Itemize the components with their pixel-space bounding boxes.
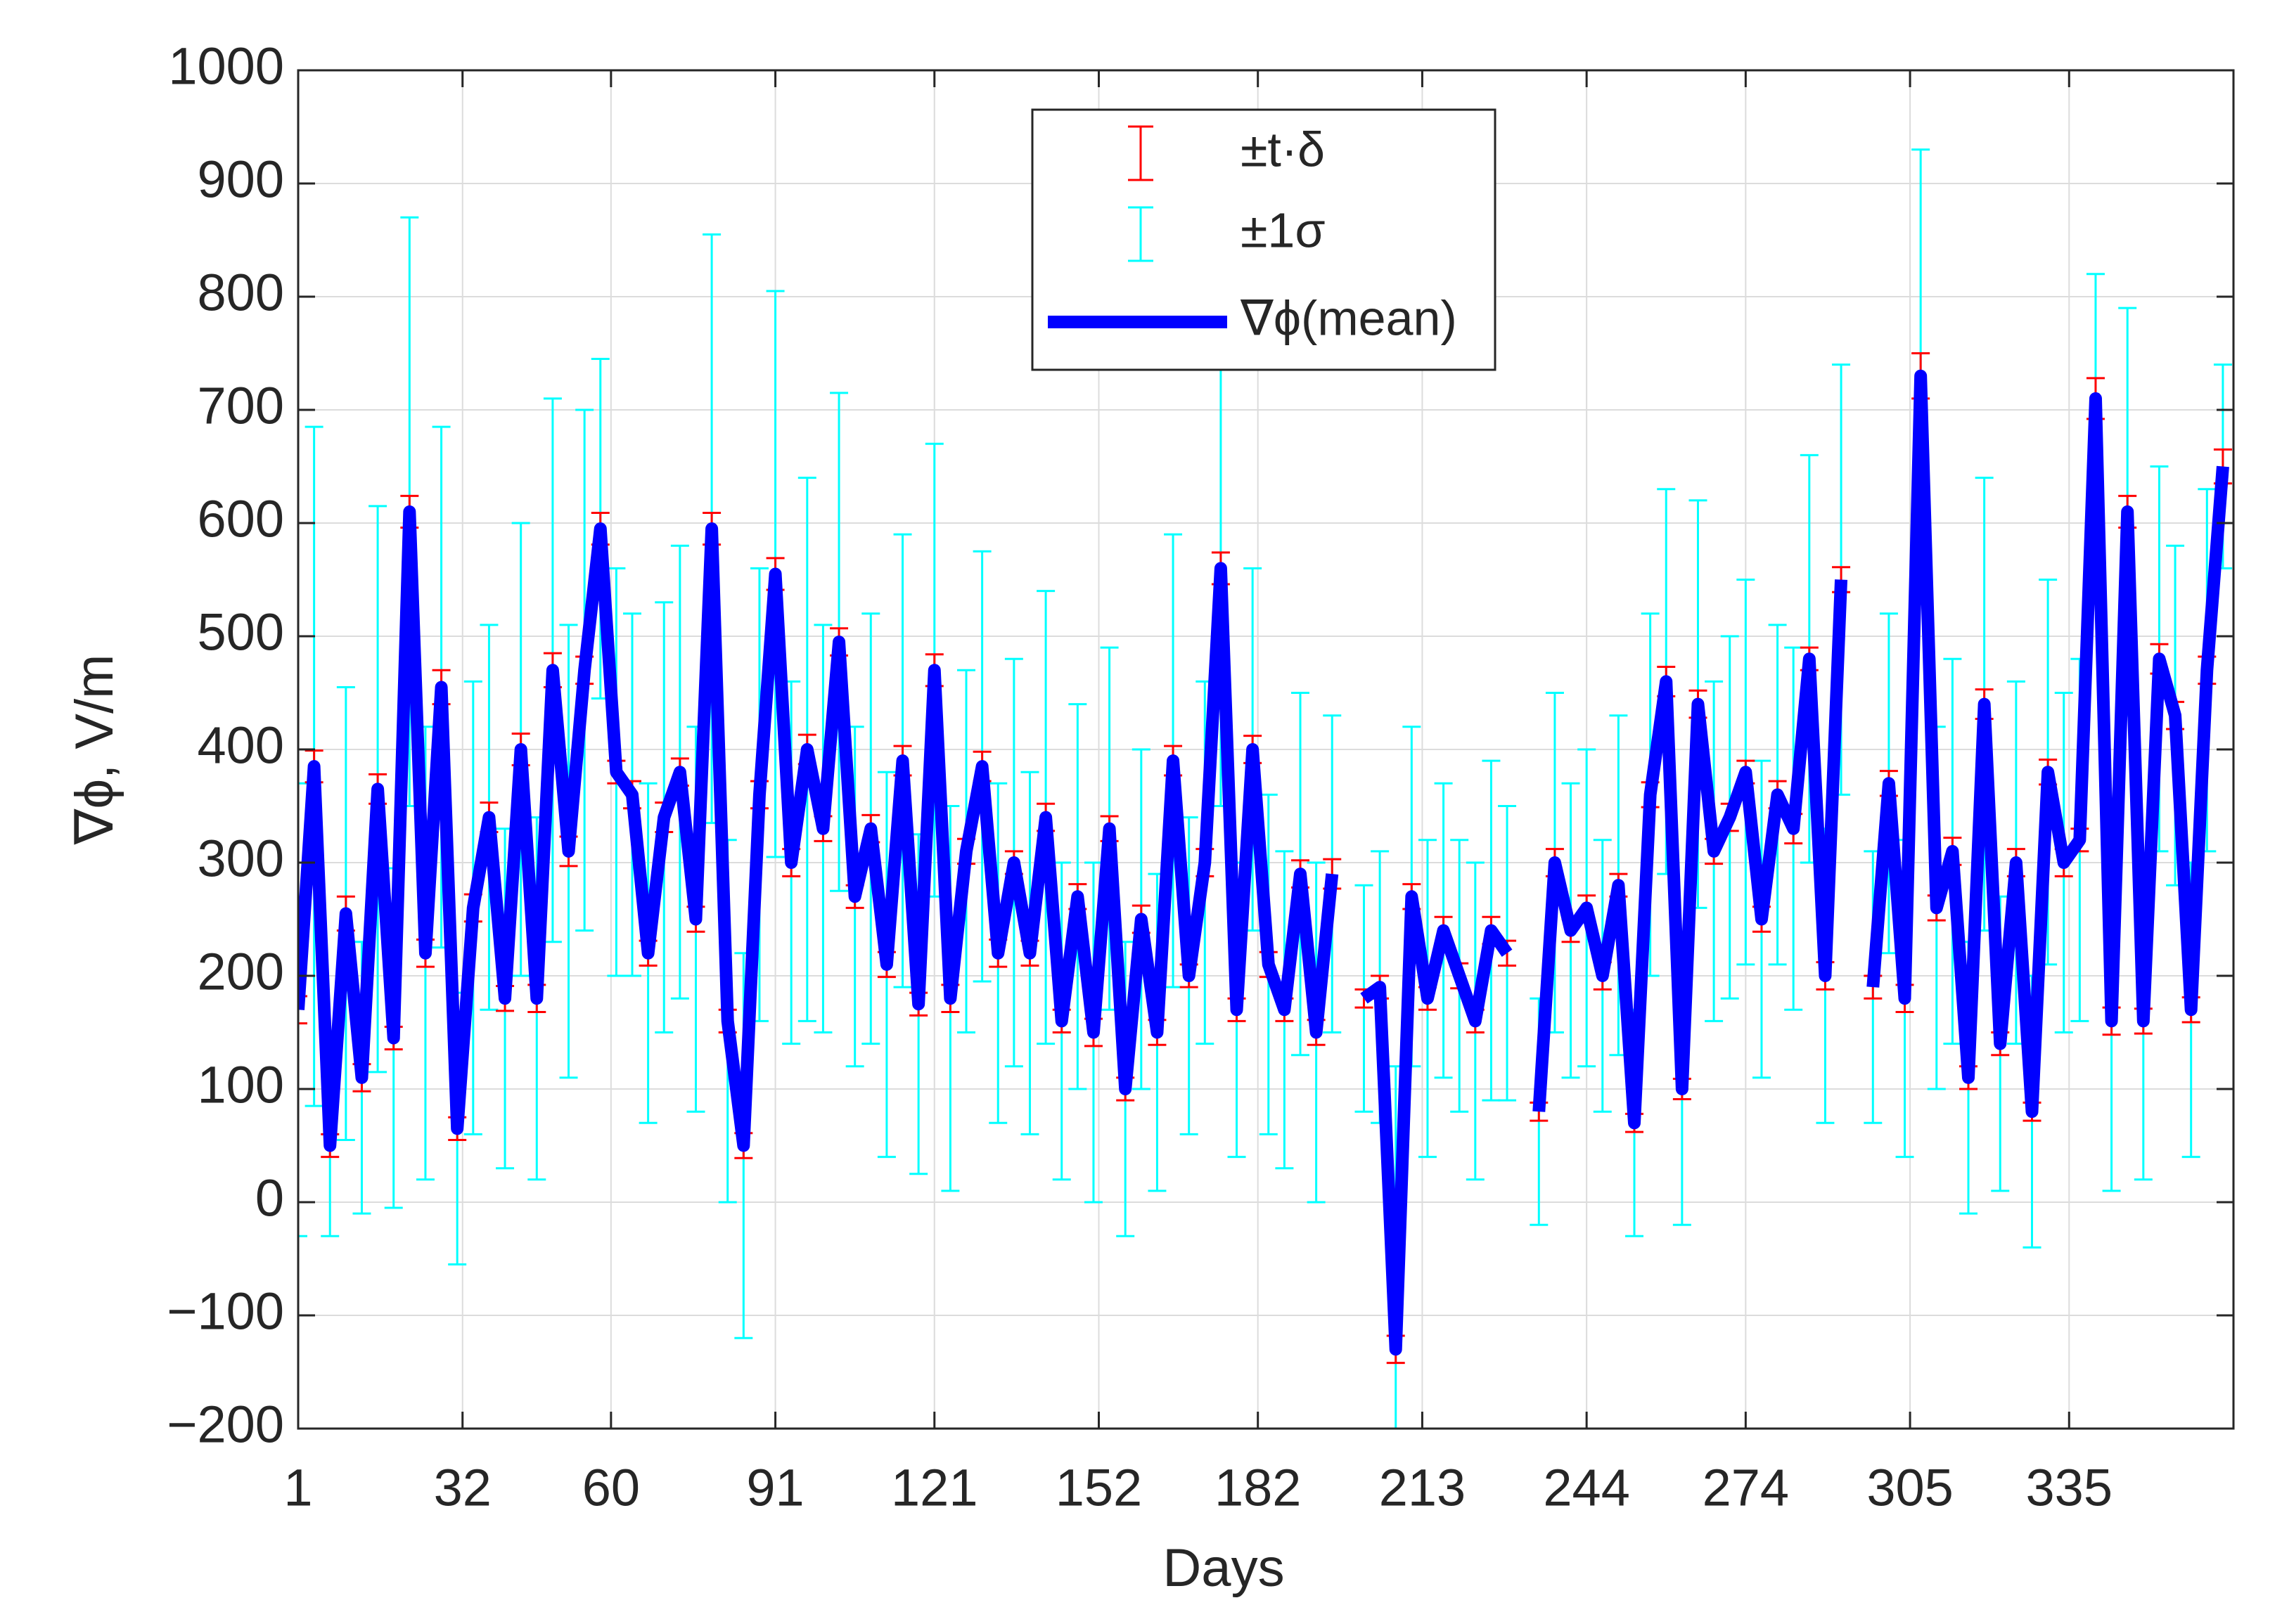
x-tick-label: 244 (1543, 1459, 1629, 1517)
y-tick-label: 800 (198, 264, 284, 322)
y-tick-label: 400 (198, 716, 284, 775)
y-tick-label: 1000 (168, 37, 284, 96)
x-tick-label: 91 (746, 1459, 804, 1517)
plot-area (298, 148, 2232, 1429)
x-tick-label: 32 (434, 1459, 492, 1517)
x-tick-label: 1 (283, 1459, 312, 1517)
y-tick-label: 0 (255, 1169, 284, 1227)
x-tick-label: 152 (1056, 1459, 1142, 1517)
error-bar (298, 782, 307, 1237)
x-tick-label: 60 (582, 1459, 640, 1517)
y-tick-label: 600 (198, 490, 284, 548)
legend-label: ±1σ (1241, 202, 1326, 257)
x-tick-label: 274 (1703, 1459, 1789, 1517)
axes: −200 −100 0 100 200 300 400 500 600 700 800 900 1000… (167, 37, 2233, 1517)
x-tick-label: 305 (1866, 1459, 1953, 1517)
x-tick-label: 121 (891, 1459, 977, 1517)
legend-icon (1128, 125, 1153, 181)
y-tick-label: −200 (167, 1396, 284, 1454)
legend-label: ∇ϕ(mean) (1240, 290, 1457, 345)
y-tick-label: 200 (198, 943, 284, 1001)
y-tick-label: 500 (198, 603, 284, 662)
mean-line (298, 369, 2229, 1356)
y-tick-label: 100 (198, 1056, 284, 1114)
legend-label: ±t·δ (1241, 122, 1325, 176)
x-axis-label: Days (1162, 1538, 1284, 1598)
x-tick-label: 213 (1379, 1459, 1466, 1517)
x-tick-label: 182 (1214, 1459, 1301, 1517)
y-tick-label: 700 (198, 377, 284, 435)
x-tick-label: 335 (2026, 1459, 2113, 1517)
y-tick-label: −100 (167, 1282, 284, 1341)
legend-icon (1128, 206, 1153, 262)
y-tick-label: 900 (198, 150, 284, 209)
y-tick-label: 300 (198, 830, 284, 888)
y-axis-label: ∇ϕ, V/m (65, 655, 124, 846)
legend: ±t·δ ±1σ ∇ϕ(mean) (1031, 108, 1496, 371)
